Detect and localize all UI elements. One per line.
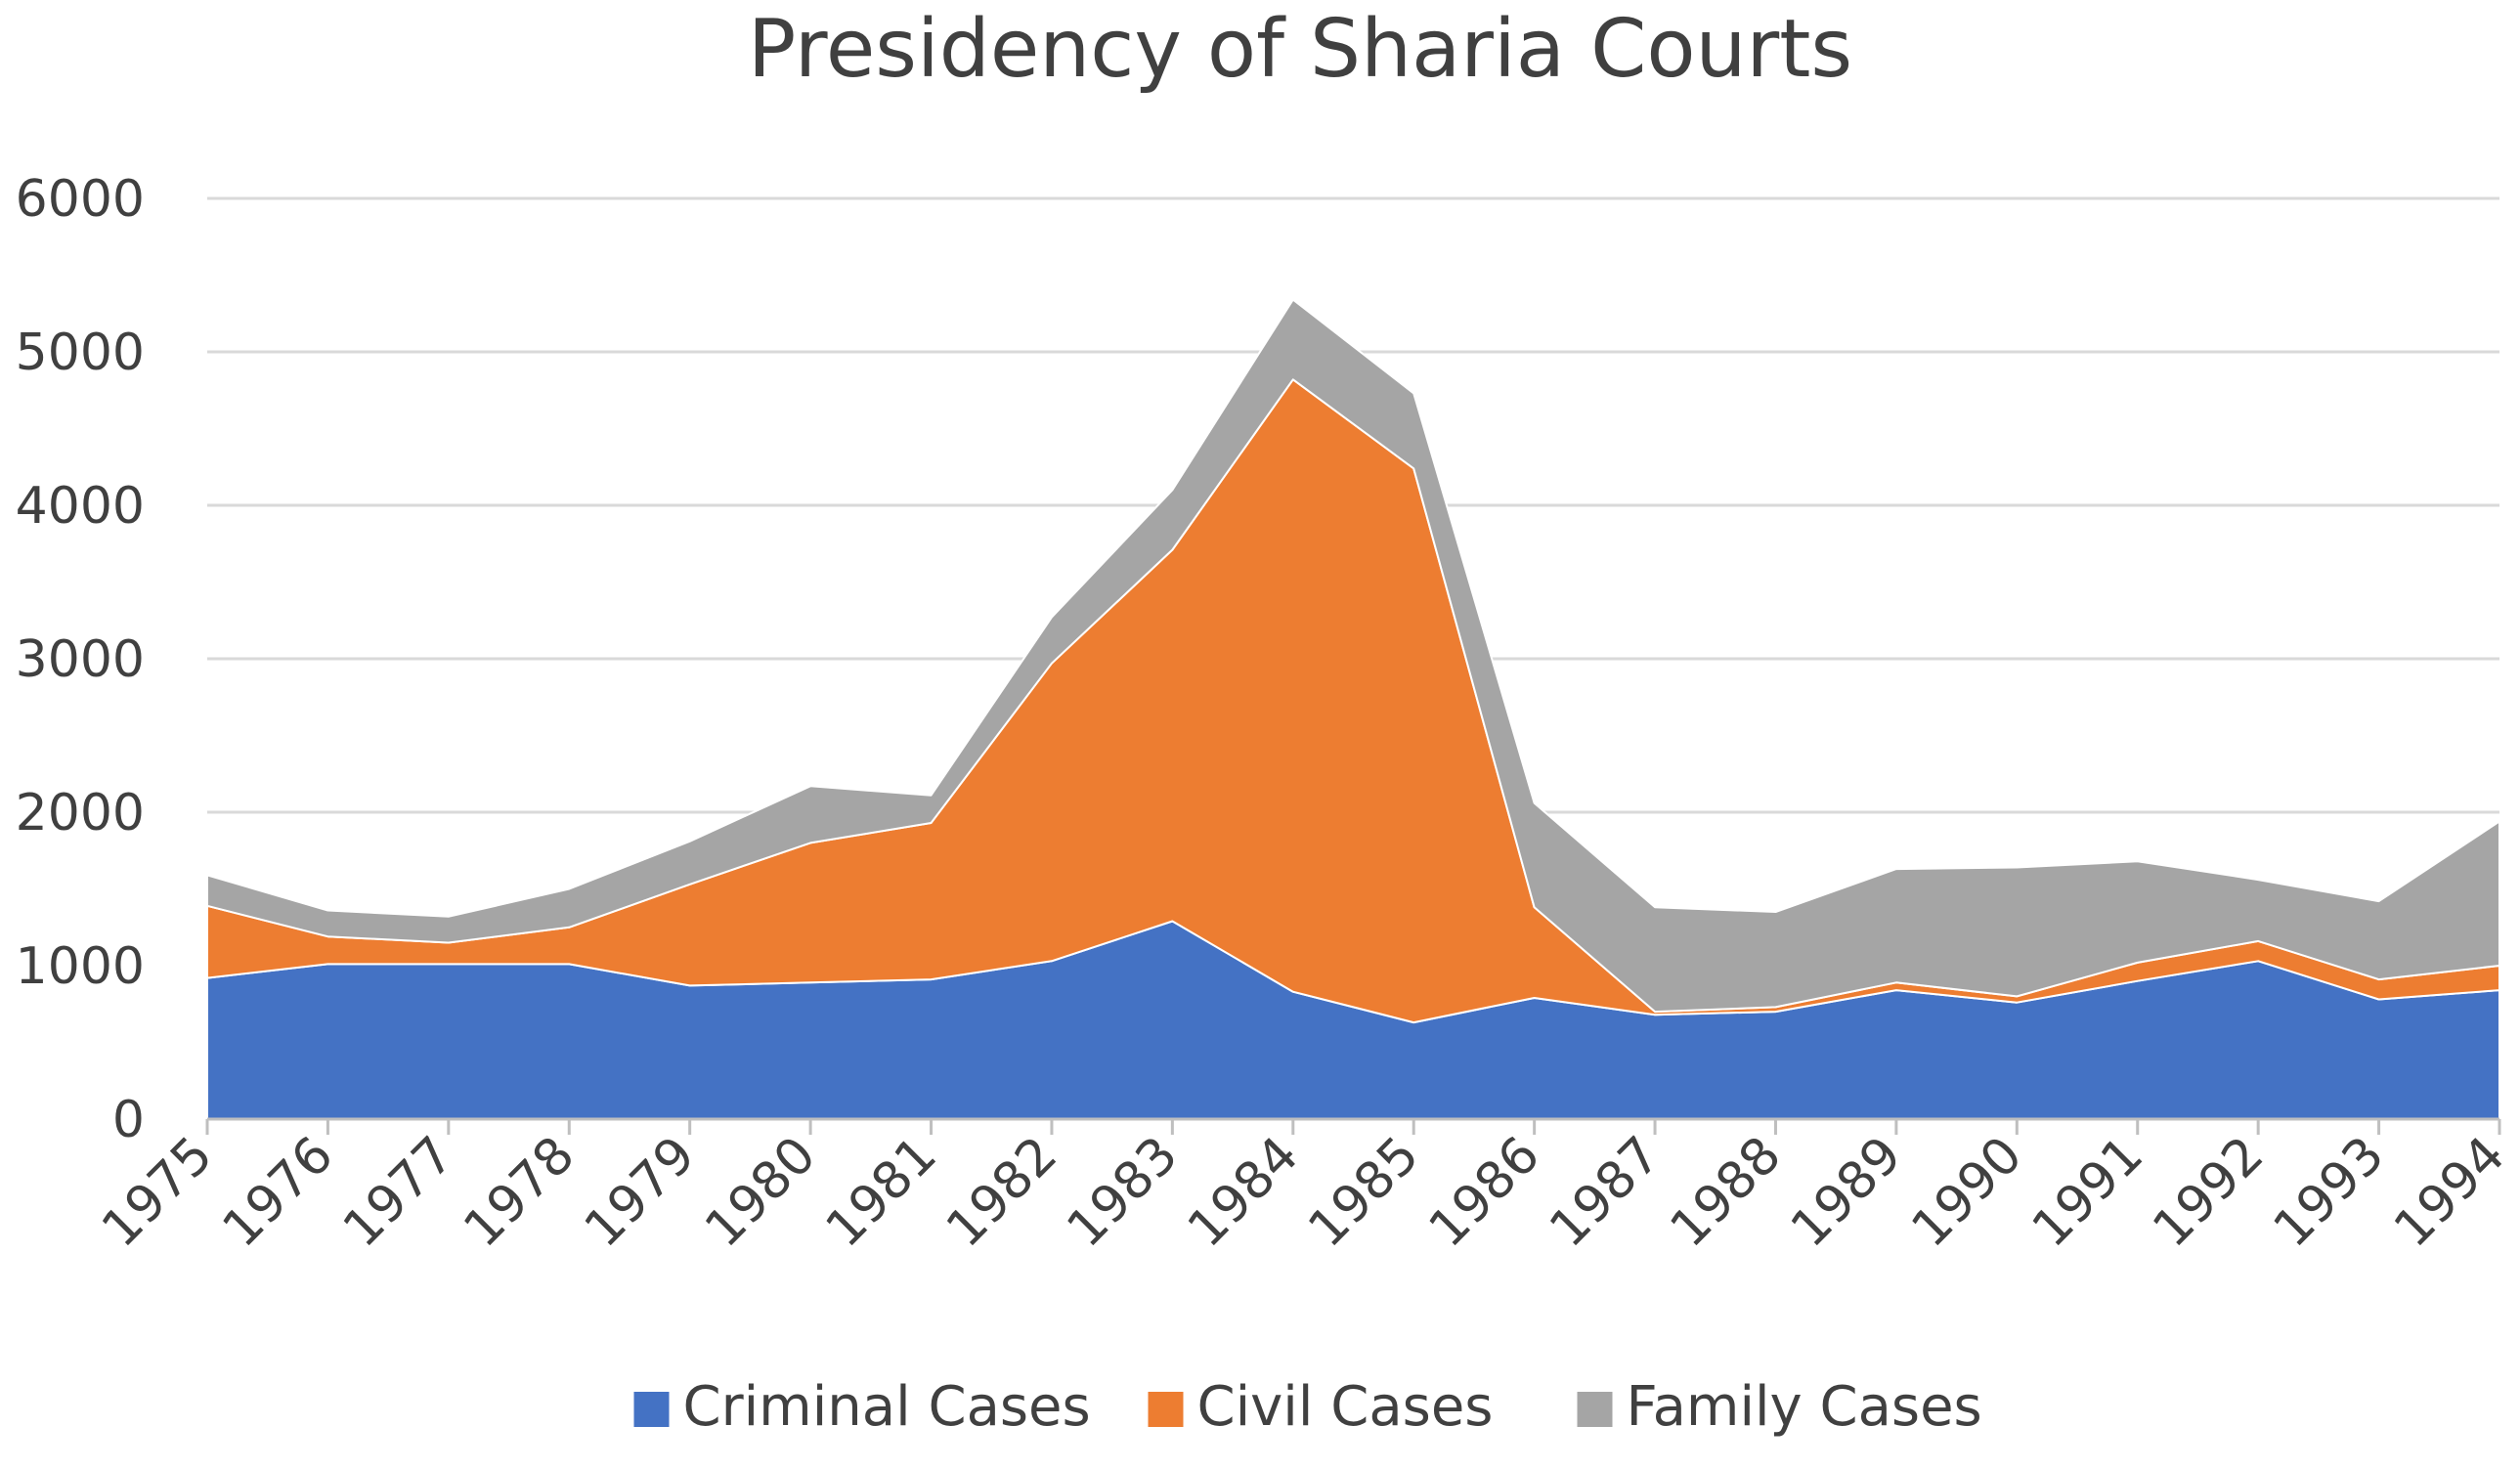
x-tick-label-1989: 1989 [1780, 1126, 1913, 1259]
x-tick-label-1985: 1985 [1297, 1126, 1430, 1259]
x-tick-label-1987: 1987 [1539, 1126, 1672, 1259]
x-tick-label-1975: 1975 [91, 1126, 224, 1259]
y-tick-label-1000: 1000 [16, 937, 145, 996]
x-tick-label-1979: 1979 [574, 1126, 707, 1259]
y-tick-label-2000: 2000 [16, 784, 145, 843]
x-tick-label-1976: 1976 [212, 1126, 345, 1259]
x-tick-label-1980: 1980 [694, 1126, 827, 1259]
legend-label-civil-cases: Civil Cases [1197, 1375, 1494, 1439]
x-tick-label-1994: 1994 [2383, 1126, 2516, 1259]
y-tick-label-6000: 6000 [16, 170, 145, 229]
legend-swatch-civil-cases [1148, 1392, 1184, 1427]
x-tick-label-1993: 1993 [2263, 1126, 2396, 1259]
area-family-cases [206, 298, 2500, 1014]
y-tick-label-0: 0 [112, 1091, 145, 1149]
legend-swatch-family-cases [1577, 1392, 1613, 1427]
x-axis [205, 1117, 2501, 1135]
y-tick-label-3000: 3000 [16, 630, 145, 689]
legend: Criminal Cases Civil Cases Family Cases [633, 1375, 1982, 1439]
x-tick-label-1990: 1990 [1901, 1126, 2034, 1259]
x-tick-label-1986: 1986 [1418, 1126, 1551, 1259]
x-tick-label-1977: 1977 [332, 1126, 465, 1259]
x-tick-label-1981: 1981 [815, 1126, 948, 1259]
x-tick-label-1991: 1991 [2021, 1126, 2154, 1259]
legend-label-family-cases: Family Cases [1627, 1375, 1982, 1439]
x-axis-tick-labels: 1975197619771978197919801981198219831984… [91, 1126, 2516, 1259]
x-tick-label-1988: 1988 [1660, 1126, 1793, 1259]
x-tick-label-1992: 1992 [2142, 1126, 2275, 1259]
x-tick-label-1978: 1978 [453, 1126, 586, 1259]
x-tick-label-1984: 1984 [1177, 1126, 1310, 1259]
legend-swatch-criminal-cases [633, 1392, 670, 1427]
y-tick-label-4000: 4000 [16, 477, 145, 536]
area-series-group [206, 298, 2500, 1120]
x-tick-label-1982: 1982 [935, 1126, 1068, 1259]
x-tick-label-1983: 1983 [1057, 1126, 1190, 1259]
y-tick-label-5000: 5000 [16, 324, 145, 382]
legend-label-criminal-cases: Criminal Cases [683, 1375, 1091, 1439]
y-axis-tick-labels: 0 1000 2000 3000 4000 5000 6000 [16, 170, 145, 1149]
chart-title: Presidency of Sharia Courts [748, 3, 1852, 96]
